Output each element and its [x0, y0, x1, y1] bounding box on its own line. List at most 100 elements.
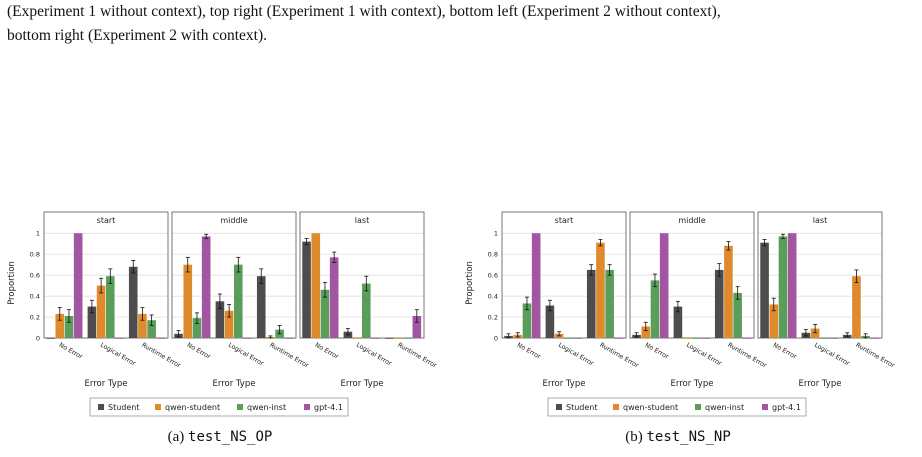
bar	[724, 245, 733, 338]
bar	[243, 338, 252, 339]
panel-title: last	[355, 216, 369, 225]
legend-label: gpt-4.1	[314, 403, 343, 412]
legend-swatch	[613, 404, 619, 410]
bar	[545, 305, 555, 338]
bar	[810, 328, 820, 338]
x-axis-label: Error Type	[543, 379, 586, 389]
x-tick-label: Logical Error	[99, 342, 137, 368]
bar	[234, 264, 243, 338]
panel-title: start	[97, 216, 116, 225]
bar	[659, 233, 669, 338]
bar	[371, 338, 380, 339]
bar	[742, 338, 752, 339]
bar	[362, 283, 371, 338]
bar	[673, 306, 683, 338]
bar	[302, 241, 311, 338]
bar	[73, 233, 83, 338]
bar	[96, 285, 106, 338]
bar	[820, 338, 829, 339]
figure-caption-text: (Experiment 1 without context), top righ…	[7, 0, 917, 48]
y-tick-label: 0.4	[30, 293, 40, 301]
x-tick-label: No Error	[314, 342, 340, 361]
bar	[412, 316, 422, 338]
bar	[224, 310, 234, 338]
bar	[829, 338, 838, 339]
bar	[183, 264, 193, 338]
x-tick-label: Runtime Error	[396, 342, 438, 370]
caption-code: test_NS_OP	[188, 429, 273, 445]
panel-title: middle	[678, 216, 705, 225]
x-tick-label: Runtime Error	[854, 342, 896, 370]
legend-label: qwen-inst	[247, 403, 286, 412]
y-tick-label: 0.8	[488, 251, 498, 259]
bar	[605, 269, 614, 338]
caption-code: test_NS_NP	[646, 429, 731, 445]
bar	[320, 289, 330, 338]
legend-label: qwen-inst	[705, 403, 744, 412]
bar	[714, 269, 724, 338]
bar	[787, 233, 797, 338]
legend-swatch	[762, 404, 768, 410]
bar	[128, 266, 138, 338]
legend-label: Student	[108, 403, 140, 412]
x-axis-label: Error Type	[671, 379, 714, 389]
legend-swatch	[304, 404, 310, 410]
x-tick-label: No Error	[58, 342, 84, 361]
subfigure-caption-b: (b) test_NS_NP	[458, 429, 898, 446]
panel-title: start	[555, 216, 574, 225]
bar	[692, 338, 701, 339]
bar	[284, 338, 294, 339]
bar	[256, 276, 266, 338]
legend-box	[89, 397, 349, 417]
bar	[329, 257, 339, 338]
y-tick-label: 0.2	[30, 314, 40, 322]
x-axis-label: Error Type	[799, 379, 842, 389]
bar	[870, 338, 880, 339]
y-tick-label: 1	[36, 230, 40, 238]
x-tick-label: No Error	[644, 342, 670, 361]
bar	[573, 338, 582, 339]
y-tick-label: 0.2	[488, 314, 498, 322]
chart-b: Proportion 0 0.2 0.4 0.6 0.8 1 start No Error Log…	[465, 211, 896, 417]
bar	[215, 301, 225, 338]
bar	[352, 338, 362, 339]
bar	[46, 338, 55, 339]
legend-swatch	[695, 404, 701, 410]
caption-line: (Experiment 1 without context), top righ…	[7, 3, 721, 20]
legend-label: qwen-student	[623, 403, 678, 412]
bar	[403, 338, 412, 339]
legend-swatch	[237, 404, 243, 410]
x-axis-label: Error Type	[213, 379, 256, 389]
bar	[641, 326, 651, 338]
x-tick-label: Runtime Error	[140, 342, 182, 370]
bar	[852, 276, 861, 338]
subfigure-caption-a: (a) test_NS_OP	[0, 429, 440, 446]
y-tick-label: 1	[494, 230, 498, 238]
legend-label: gpt-4.1	[772, 403, 801, 412]
bar	[147, 320, 156, 338]
bar	[156, 338, 166, 339]
x-tick-label: Runtime Error	[268, 342, 310, 370]
legend-label: qwen-student	[165, 403, 220, 412]
bar	[115, 338, 124, 339]
bar	[138, 313, 147, 338]
legend-label: Student	[566, 403, 598, 412]
bar	[778, 236, 788, 338]
bar	[682, 338, 692, 339]
x-tick-label: Runtime Error	[598, 342, 640, 370]
bar	[87, 306, 97, 338]
legend-swatch	[556, 404, 562, 410]
y-tick-label: 0.6	[488, 272, 498, 280]
caption-line: bottom right (Experiment 2 with context)…	[7, 27, 268, 44]
panel-title: middle	[220, 216, 247, 225]
x-tick-label: No Error	[186, 342, 212, 361]
bar	[614, 338, 624, 339]
bar	[733, 292, 742, 338]
caption-prefix: (b)	[625, 429, 647, 445]
figure-b: Proportion 0 0.2 0.4 0.6 0.8 1 start No Error Log…	[458, 200, 898, 450]
bar	[531, 233, 541, 338]
y-tick-label: 0	[36, 335, 40, 343]
panel-title: last	[813, 216, 827, 225]
bar	[650, 280, 660, 338]
x-axis-label: Error Type	[85, 379, 128, 389]
